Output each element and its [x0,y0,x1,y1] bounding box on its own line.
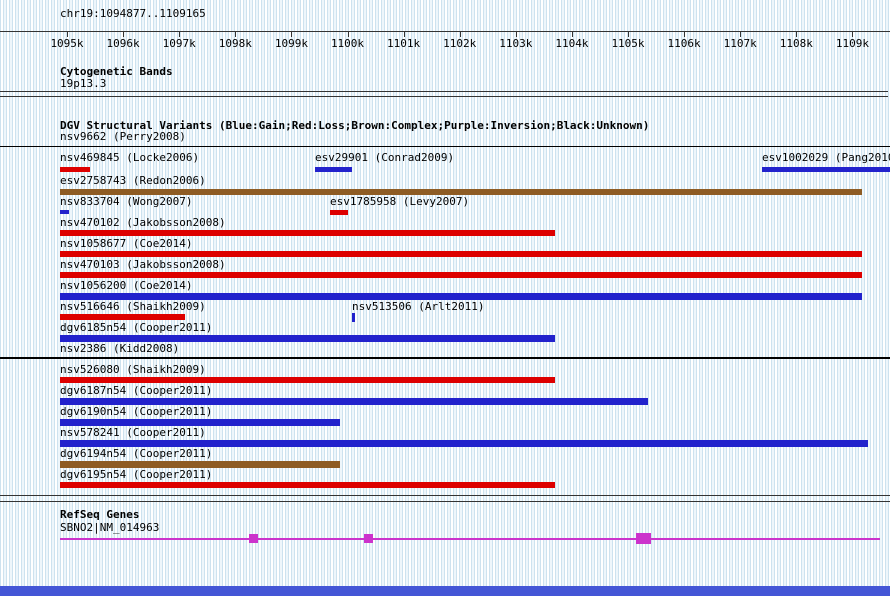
variant-label[interactable]: esv2758743 (Redon2006) [60,174,206,187]
variant-label[interactable]: nsv470102 (Jakobsson2008) [60,216,226,229]
ruler-tick [179,31,181,37]
ruler-tick-label: 1100k [330,37,365,50]
ruler-tick-label: 1105k [611,37,645,50]
ruler-tick-label: 1104k [555,37,589,50]
variant-label[interactable]: esv1785958 (Levy2007) [330,195,470,208]
variant-label[interactable]: nsv1058677 (Coe2014) [60,237,193,250]
variant-label[interactable]: nsv470103 (Jakobsson2008) [60,258,226,271]
variant-label[interactable]: nsv578241 (Cooper2011) [60,426,206,439]
variant-label[interactable]: nsv526080 (Shaikh2009) [60,363,206,376]
variant-bar-gain[interactable] [762,167,890,172]
dgv-section-title: DGV Structural Variants (Blue:Gain;Red:L… [60,119,650,132]
ruler-tick [852,31,854,37]
gene-exon[interactable] [364,534,373,543]
gene-intron-line[interactable] [60,538,880,540]
variant-bar-unknown[interactable] [0,357,890,359]
ruler-tick-label: 1096k [106,37,140,50]
ruler-tick-label: 1103k [499,37,533,50]
variant-bar-gain[interactable] [352,313,355,322]
ruler-tick-label: 1099k [274,37,308,50]
variant-bar-loss[interactable] [60,230,555,236]
ruler-tick-label: 1107k [723,37,757,50]
cytoband-section-title: Cytogenetic Bands [60,65,173,78]
ruler-tick [515,31,517,37]
ruler-tick-label: 1106k [667,37,701,50]
ruler-tick-label: 1108k [779,37,813,50]
variant-label[interactable]: nsv469845 (Locke2006) [60,151,200,164]
refseq-gene-label[interactable]: SBNO2|NM_014963 [60,521,160,534]
variant-label[interactable]: dgv6195n54 (Cooper2011) [60,468,213,481]
ruler-tick-label: 1097k [162,37,196,50]
variant-bar-complex[interactable] [60,461,340,468]
bottom-bar [0,586,890,596]
ruler-tick-label: 1101k [387,37,421,50]
variant-bar-gain[interactable] [60,440,868,447]
ruler-tick-label: 1098k [218,37,252,50]
cytoband-band [0,91,888,97]
variant-bar-loss[interactable] [60,167,90,172]
variant-label[interactable]: esv29901 (Conrad2009) [315,151,455,164]
section-divider-top [0,495,890,496]
gene-exon[interactable] [249,534,258,543]
ruler-tick [628,31,629,37]
variant-label[interactable]: nsv516646 (Shaikh2009) [60,300,206,313]
variant-bar-loss[interactable] [60,272,862,278]
cytoband-label: 19p13.3 [60,77,107,90]
ruler-tick [459,31,461,37]
section-divider-bottom [0,501,890,502]
refseq-section-title: RefSeq Genes [60,508,140,521]
ruler-tick-label: 1109k [835,37,869,50]
variant-bar-loss[interactable] [330,210,348,215]
variant-label[interactable]: nsv9662 (Perry2008) [60,130,186,143]
variant-label[interactable]: nsv2386 (Kidd2008) [60,342,180,355]
ruler-tick [235,31,237,37]
ruler-tick [347,31,349,37]
variant-bar-loss[interactable] [60,314,185,320]
variant-label[interactable]: dgv6187n54 (Cooper2011) [60,384,213,397]
variant-bar-unknown[interactable] [0,146,890,147]
variant-bar-complex[interactable] [60,189,862,195]
ruler-tick [796,31,798,37]
variant-label[interactable]: esv1002029 (Pang2010) [762,151,890,164]
variant-label[interactable]: nsv513506 (Arlt2011) [352,300,485,313]
variant-bar-gain[interactable] [60,335,555,342]
region-title: chr19:1094877..1109165 [60,7,206,20]
variant-bar-loss[interactable] [60,482,555,488]
ruler-tick [67,31,68,37]
variant-bar-loss[interactable] [60,251,862,257]
variant-label[interactable]: dgv6185n54 (Cooper2011) [60,321,213,334]
variant-label[interactable]: nsv1056200 (Coe2014) [60,279,193,292]
gene-exon[interactable] [636,533,651,544]
variant-bar-loss[interactable] [60,377,555,383]
ruler-tick [291,31,293,37]
variant-bar-gain[interactable] [60,210,69,214]
ruler-tick [403,31,405,37]
ruler-axis-line [0,31,890,32]
variant-bar-gain[interactable] [60,293,862,300]
ruler-tick [740,31,742,37]
variant-bar-gain[interactable] [60,419,340,426]
ruler-tick [684,31,686,37]
variant-label[interactable]: dgv6190n54 (Cooper2011) [60,405,213,418]
variant-label[interactable]: nsv833704 (Wong2007) [60,195,193,208]
ruler-tick-label: 1102k [443,37,477,50]
variant-bar-gain[interactable] [315,167,352,172]
ruler-tick [123,31,125,37]
variant-bar-gain[interactable] [60,398,648,405]
variant-label[interactable]: dgv6194n54 (Cooper2011) [60,447,213,460]
ruler-tick-label: 1095k [50,37,84,50]
ruler-tick [571,31,573,37]
